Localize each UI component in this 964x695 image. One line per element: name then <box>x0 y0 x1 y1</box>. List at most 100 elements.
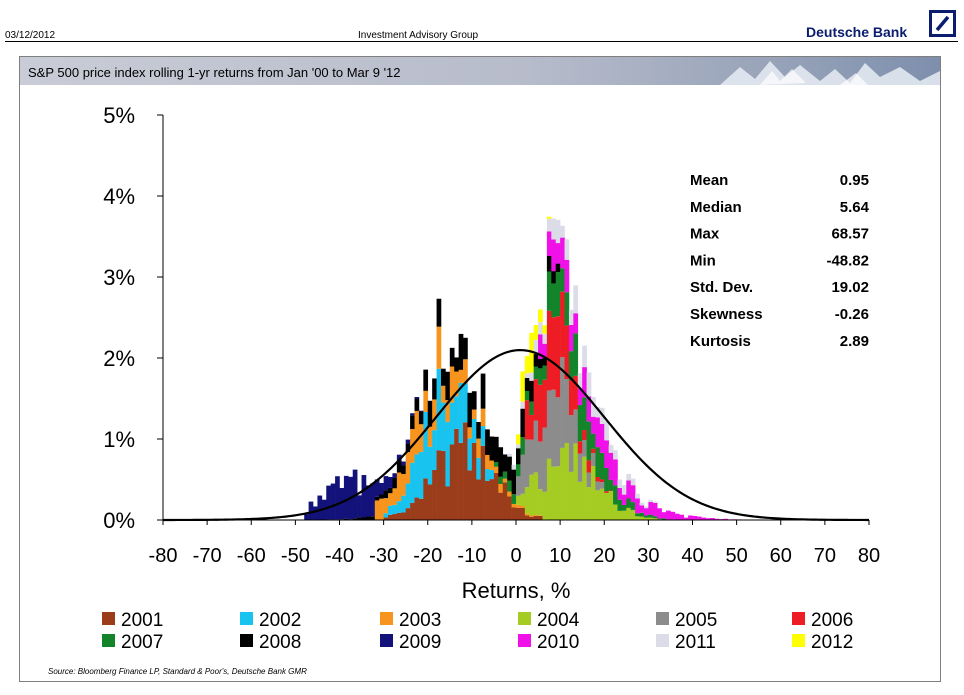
bar-2010-bin-39 <box>688 515 693 520</box>
department-name: Investment Advisory Group <box>358 30 479 41</box>
bar-2010-bin-34 <box>666 510 671 520</box>
bar-2007-bin-10 <box>560 268 565 292</box>
stat-label: Skewness <box>690 306 763 323</box>
deutsche-bank-logo-icon <box>929 10 956 37</box>
bar-2008-bin--12 <box>463 337 468 360</box>
chart-axes: 0% 1% 2% 3% 4% 5% -80 -70 -60 -50 -40 -30 -20 -10 0 10 2… <box>103 103 880 603</box>
legend-label-2002: 2002 <box>259 610 301 631</box>
bar-2005-bin-12 <box>568 415 574 472</box>
bar-2005-bin-11 <box>564 379 570 444</box>
bar-2008-bin-3 <box>529 380 534 402</box>
bar-2008-bin--25 <box>405 443 411 452</box>
bar-2001-bin--29 <box>388 514 393 520</box>
bar-2005-bin-1 <box>520 454 526 494</box>
bar-2009-bin--32 <box>374 479 380 497</box>
stat-value: 68.57 <box>831 226 869 243</box>
bar-2008-bin-2 <box>524 377 530 391</box>
bar-2007-bin-9 <box>555 272 561 317</box>
bar-2008-bin-5 <box>538 359 543 369</box>
bar-2005-bin-6 <box>542 427 548 492</box>
bar-2005-bin-15 <box>582 440 587 457</box>
bar-2006-bin-18 <box>595 477 601 482</box>
bar-2008-bin-9 <box>555 263 561 273</box>
x-tick-label: 40 <box>681 545 703 567</box>
bar-2011-bin-5 <box>538 322 543 335</box>
bar-2004-bin-17 <box>591 466 596 520</box>
bar-2006-bin-7 <box>546 310 552 391</box>
bar-2010-bin-43 <box>705 518 711 520</box>
bar-2010-bin-12 <box>568 324 574 352</box>
stat-label: Max <box>690 226 720 243</box>
bar-2005-bin-3 <box>529 439 534 475</box>
bar-2010-bin-37 <box>679 514 684 520</box>
bar-2010-bin-20 <box>604 440 609 468</box>
x-tick-label: -70 <box>193 545 222 567</box>
bar-2007-bin-1 <box>520 437 526 455</box>
bar-2011-bin-10 <box>560 225 565 238</box>
bar-2001-bin--4 <box>498 492 504 520</box>
stat-value: 19.02 <box>831 279 869 296</box>
bar-2009-bin--33 <box>370 483 376 517</box>
bar-2003-bin-1 <box>520 505 526 508</box>
bar-2011-bin-3 <box>529 372 534 381</box>
bar-2008-bin--22 <box>418 411 424 425</box>
bar-2011-bin-30 <box>648 500 654 503</box>
x-tick-label: 0 <box>510 545 521 567</box>
bar-2003-bin--31 <box>379 498 384 520</box>
y-tick-label: 5% <box>103 103 135 128</box>
bar-2008-bin--2 <box>507 456 512 481</box>
bar-2003-bin--29 <box>388 493 393 506</box>
bar-2010-bin-9 <box>555 243 561 264</box>
statistics-table: Mean 0.95 Median 5.64 Max 68.57 Min -48.82 Std. … <box>690 172 870 350</box>
bar-2010-bin-40 <box>692 515 698 520</box>
legend-label-2005: 2005 <box>675 610 717 631</box>
stat-label: Mean <box>690 172 728 189</box>
bar-2008-bin--20 <box>427 400 433 427</box>
bar-2007-bin-24 <box>621 504 627 511</box>
bar-2003-bin--14 <box>454 371 459 397</box>
bar-2001-bin-2 <box>524 515 530 520</box>
bar-2001-bin--16 <box>445 486 451 520</box>
bar-2008-bin--14 <box>454 357 459 372</box>
bar-2004-bin-7 <box>546 458 552 520</box>
bar-2008-bin--5 <box>493 436 499 463</box>
bar-2006-bin-4 <box>533 379 539 421</box>
bar-2009-bin--40 <box>339 487 345 520</box>
bar-2009-bin--29 <box>388 476 393 488</box>
bar-2011-bin--2 <box>507 453 512 457</box>
bar-2011-bin-29 <box>643 506 649 509</box>
bar-2011-bin-8 <box>551 218 557 240</box>
bar-2003-bin--28 <box>392 488 398 505</box>
bar-2009-bin--35 <box>361 475 367 518</box>
bar-2001-bin--17 <box>440 450 446 520</box>
bar-2007-bin-14 <box>577 405 583 442</box>
bar-2008-bin--26 <box>401 465 406 475</box>
bar-2011-bin-12 <box>568 309 574 325</box>
bar-2010-bin-13 <box>573 313 579 334</box>
bar-2011-bin-31 <box>652 501 658 503</box>
bar-2002-bin--7 <box>485 469 490 481</box>
bar-2010-bin-11 <box>564 259 570 293</box>
bar-2011-bin-18 <box>595 407 601 418</box>
x-tick-label: 60 <box>770 545 792 567</box>
bar-2004-bin-18 <box>595 490 601 520</box>
bar-2011-bin-7 <box>546 218 552 232</box>
x-tick-label: 20 <box>593 545 615 567</box>
bar-2007-bin-31 <box>652 516 658 519</box>
bar-2008-bin--7 <box>485 429 490 455</box>
stat-value: 0.95 <box>840 172 869 189</box>
bar-2008-bin--36 <box>357 517 362 520</box>
banner-decoration <box>720 61 940 85</box>
bar-2003-bin--19 <box>432 399 437 431</box>
x-tick-label: -30 <box>369 545 398 567</box>
bar-2001-bin--2 <box>507 496 512 520</box>
normal-distribution-curve <box>163 348 869 522</box>
bar-2004-bin-26 <box>630 509 636 520</box>
bar-2007-bin-21 <box>608 479 614 491</box>
bar-2008-bin--35 <box>361 517 367 520</box>
bar-2001-bin--22 <box>418 498 424 520</box>
legend-label-2008: 2008 <box>259 632 301 653</box>
bar-2010-bin-27 <box>635 498 640 514</box>
bar-2003-bin--21 <box>423 390 429 412</box>
bar-2010-bin-31 <box>652 502 658 517</box>
